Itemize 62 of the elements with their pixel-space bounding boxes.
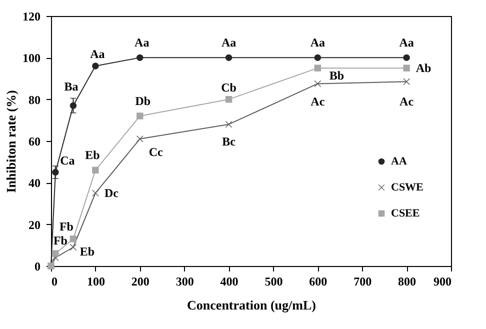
y-tick-label: 20 [28,218,40,232]
x-tick-label: 500 [264,274,283,288]
legend-label: CSWE [391,182,424,194]
point [403,78,410,85]
x-tick-label: 0 [52,274,58,288]
x-tick-label: 600 [309,274,328,288]
point [225,54,232,62]
y-tick-label: 60 [28,134,40,148]
point [314,64,322,72]
x-tick-label: 200 [131,274,150,288]
annotation: Fb [53,234,68,248]
annotation: Dc [104,186,120,200]
point [52,168,59,176]
annotation: Aa [90,47,105,61]
annotation: Db [135,94,151,108]
annotation: Ba [64,80,78,94]
legend-label: CSEE [391,208,420,220]
annotation: Cc [148,144,164,159]
point [92,62,99,70]
point [314,54,322,62]
point [314,80,322,88]
annotation: Aa [399,36,414,50]
point [92,166,99,174]
y-tick-label: 80 [28,92,40,107]
point [70,236,77,242]
annotation: Aa [221,36,236,50]
annotation: Ab [416,61,432,76]
annotation: Aa [134,36,150,50]
point [225,120,232,128]
annotation: Cb [221,80,237,94]
x-tick-label: 100 [86,274,105,288]
legend-label: AA [391,156,407,168]
x-tick-label: 400 [220,274,238,288]
point [403,64,410,72]
point [136,54,144,62]
point [92,190,99,196]
x-tick-label: 900 [434,274,452,288]
point [225,96,232,103]
y-tick-label: 0 [34,260,40,274]
point [70,244,77,251]
x-tick-label: 700 [354,274,372,288]
point [52,250,59,257]
annotation: Ac [310,94,326,109]
y-tick-label: 120 [22,10,40,24]
annotation: Ac [400,94,414,109]
y-tick-label: 40 [28,176,40,190]
annotation: Eb [80,244,95,258]
annotation: Eb [85,148,100,162]
x-tick-label: 800 [398,274,416,288]
annotation: Bc [222,134,236,148]
annotation: Fb [59,220,74,234]
x-tick-label: 300 [176,274,194,288]
point [70,102,77,109]
x-axis-title: Concentration (ug/mL) [187,298,316,312]
point [136,136,144,142]
y-axis-title: Inhibiton rate (%) [4,90,18,193]
point [136,112,144,120]
annotation: Bb [329,68,344,83]
annotation: Ca [60,153,75,168]
annotation: Aa [310,36,326,50]
y-tick-label: 100 [22,51,40,66]
point [403,54,410,62]
